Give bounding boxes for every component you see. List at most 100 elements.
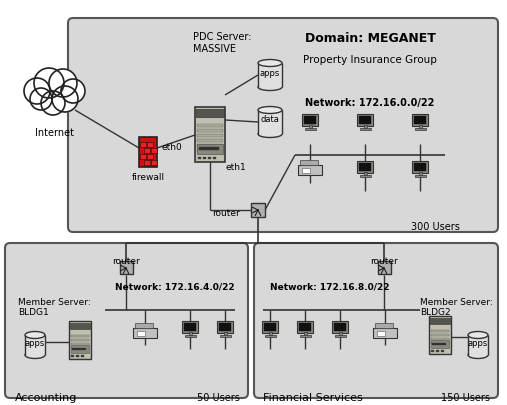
- Bar: [441, 350, 444, 352]
- Bar: [182, 321, 198, 333]
- Bar: [375, 323, 393, 328]
- Bar: [76, 355, 79, 357]
- Circle shape: [34, 68, 64, 98]
- Bar: [360, 128, 371, 130]
- Bar: [147, 142, 153, 147]
- Bar: [197, 149, 223, 152]
- Bar: [302, 168, 310, 173]
- Bar: [203, 157, 206, 159]
- Bar: [258, 63, 282, 87]
- Bar: [71, 345, 89, 353]
- Bar: [357, 114, 373, 126]
- Bar: [360, 175, 371, 177]
- Bar: [412, 114, 428, 126]
- Bar: [431, 350, 434, 352]
- Circle shape: [41, 91, 65, 115]
- Bar: [429, 316, 451, 354]
- Circle shape: [49, 69, 77, 97]
- Bar: [431, 334, 449, 336]
- Text: Network: 172.16.4.0/22: Network: 172.16.4.0/22: [115, 283, 235, 292]
- Text: 50 Users: 50 Users: [197, 393, 240, 403]
- Bar: [197, 134, 223, 137]
- Text: apps: apps: [468, 339, 488, 347]
- Bar: [197, 144, 223, 154]
- Bar: [468, 335, 488, 355]
- Bar: [197, 139, 223, 142]
- Bar: [133, 328, 157, 338]
- Bar: [431, 338, 449, 340]
- Bar: [251, 203, 265, 217]
- Bar: [25, 335, 45, 355]
- Circle shape: [30, 88, 52, 110]
- Bar: [135, 323, 153, 328]
- Text: eth0: eth0: [161, 143, 182, 153]
- Text: Member Server:
BLDG2: Member Server: BLDG2: [420, 298, 493, 318]
- Bar: [199, 147, 219, 150]
- Bar: [430, 318, 450, 324]
- Ellipse shape: [258, 107, 282, 113]
- Bar: [217, 321, 233, 333]
- Bar: [304, 332, 307, 335]
- Ellipse shape: [468, 352, 488, 358]
- Bar: [414, 116, 426, 124]
- Bar: [431, 340, 449, 348]
- Text: Domain: MEGANET: Domain: MEGANET: [305, 32, 436, 45]
- Bar: [147, 154, 153, 159]
- Ellipse shape: [25, 332, 45, 339]
- Text: Network: 172.16.8.0/22: Network: 172.16.8.0/22: [270, 283, 390, 292]
- Ellipse shape: [258, 60, 282, 66]
- Bar: [415, 128, 426, 130]
- Bar: [71, 339, 89, 341]
- Bar: [151, 148, 157, 153]
- Bar: [357, 161, 373, 173]
- Bar: [364, 172, 367, 175]
- Ellipse shape: [258, 83, 282, 90]
- Bar: [195, 107, 225, 162]
- Bar: [373, 328, 397, 338]
- Bar: [419, 125, 422, 128]
- Bar: [140, 154, 146, 159]
- Bar: [264, 323, 276, 331]
- Bar: [419, 172, 422, 175]
- Bar: [359, 116, 371, 124]
- FancyBboxPatch shape: [68, 18, 498, 232]
- Bar: [334, 323, 346, 331]
- Bar: [71, 355, 74, 357]
- Bar: [300, 335, 311, 337]
- Bar: [302, 114, 318, 126]
- Bar: [332, 321, 348, 333]
- Bar: [298, 165, 322, 175]
- Bar: [339, 332, 342, 335]
- Bar: [197, 129, 223, 132]
- Bar: [305, 128, 316, 130]
- Bar: [213, 157, 216, 159]
- Ellipse shape: [258, 130, 282, 138]
- Bar: [197, 144, 223, 147]
- Bar: [71, 347, 89, 349]
- Bar: [72, 348, 86, 350]
- Bar: [185, 335, 196, 337]
- Text: router: router: [212, 209, 240, 217]
- Circle shape: [24, 78, 50, 104]
- Bar: [196, 109, 224, 117]
- Bar: [219, 323, 231, 331]
- FancyBboxPatch shape: [5, 243, 248, 398]
- Bar: [224, 332, 227, 335]
- Bar: [432, 343, 446, 345]
- FancyBboxPatch shape: [254, 243, 498, 398]
- Bar: [269, 332, 272, 335]
- Bar: [309, 125, 312, 128]
- Bar: [198, 157, 201, 159]
- Text: Accounting: Accounting: [15, 393, 78, 403]
- Bar: [184, 323, 196, 331]
- Bar: [144, 148, 150, 153]
- Bar: [436, 350, 439, 352]
- Text: apps: apps: [260, 68, 280, 77]
- Bar: [71, 343, 89, 345]
- Bar: [69, 321, 91, 359]
- Bar: [304, 116, 316, 124]
- Bar: [297, 321, 313, 333]
- Bar: [415, 175, 426, 177]
- Bar: [220, 335, 231, 337]
- Bar: [197, 124, 223, 127]
